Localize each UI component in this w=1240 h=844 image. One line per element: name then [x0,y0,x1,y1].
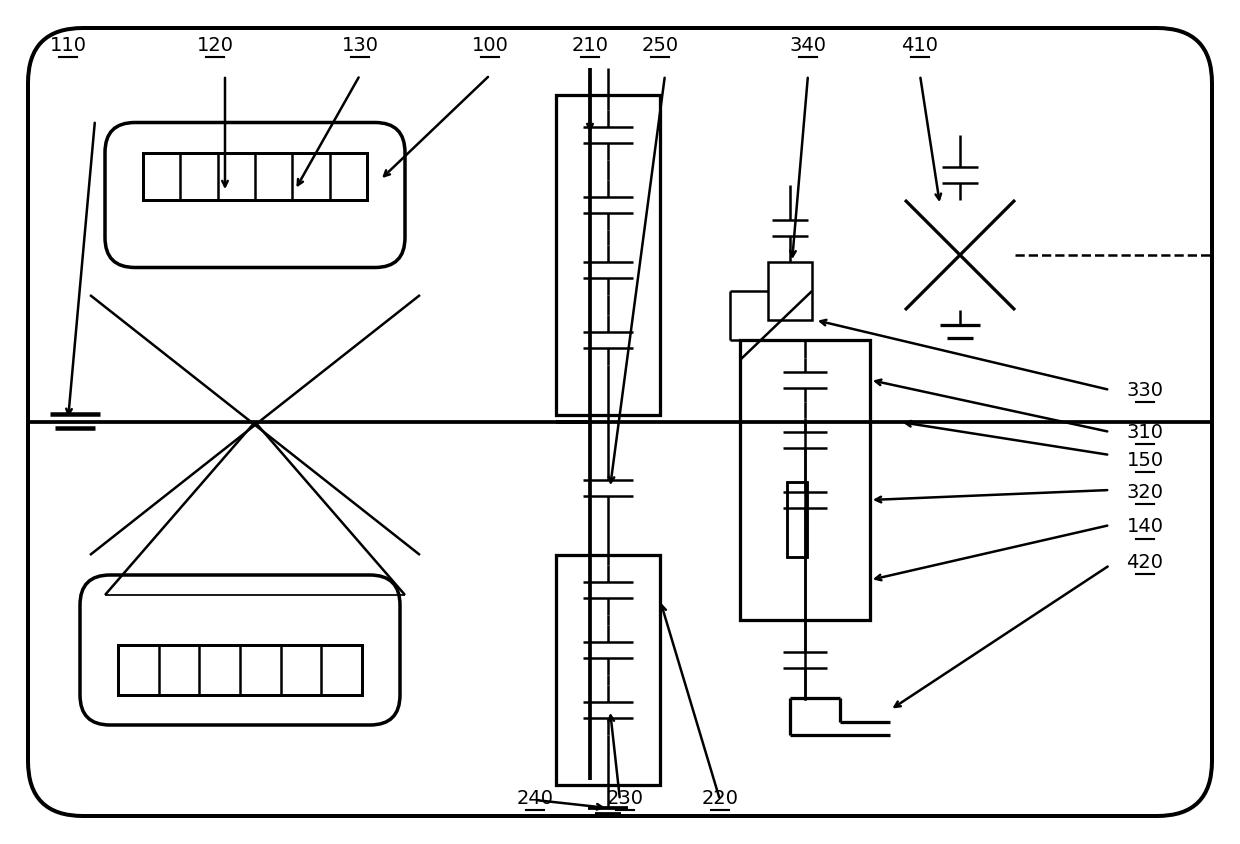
Text: 130: 130 [341,35,378,55]
Text: 100: 100 [471,35,508,55]
Text: 250: 250 [641,35,678,55]
Text: 320: 320 [1126,483,1163,501]
Text: 220: 220 [702,788,739,808]
Text: 230: 230 [606,788,644,808]
Text: 140: 140 [1126,517,1163,537]
Bar [143,153,367,200]
Text: 120: 120 [196,35,233,55]
Text: 310: 310 [1126,423,1163,441]
Bar [768,262,812,320]
Text: 330: 330 [1126,381,1163,399]
Bar [787,482,807,557]
Bar [118,645,362,695]
Bar [787,482,807,557]
Text: 210: 210 [572,35,609,55]
Text: 150: 150 [1126,451,1163,469]
Text: 420: 420 [1126,553,1163,571]
Bar [740,340,870,620]
Text: 240: 240 [517,788,553,808]
Text: 340: 340 [790,35,827,55]
Text: 110: 110 [50,35,87,55]
Bar [556,95,660,415]
Bar [118,645,362,695]
Text: 410: 410 [901,35,939,55]
Bar [556,555,660,785]
Bar [143,153,367,200]
